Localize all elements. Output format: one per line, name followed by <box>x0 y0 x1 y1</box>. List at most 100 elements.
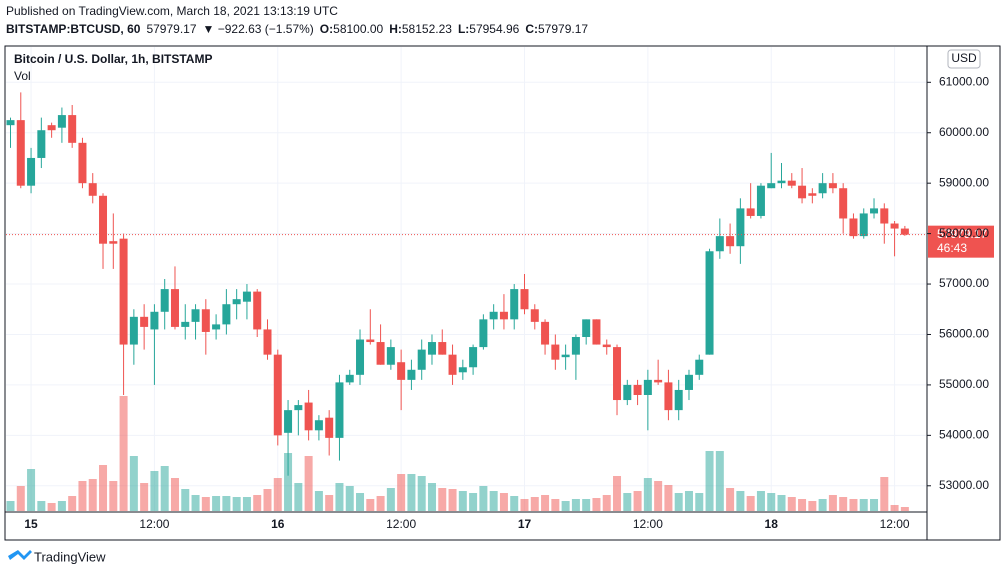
candle-body <box>140 316 149 327</box>
candle-body <box>304 402 313 431</box>
volume-bar <box>726 488 735 511</box>
volume-bar <box>828 495 837 511</box>
header-change: ▼ −922.63 (−1.57%) <box>203 22 314 36</box>
volume-bar <box>602 495 611 511</box>
candle-body <box>222 304 231 325</box>
volume-bar <box>88 479 97 511</box>
candle-body <box>808 193 817 196</box>
candle-body <box>592 319 601 345</box>
x-tick-label: 12:00 <box>880 517 910 531</box>
volume-bar <box>613 476 622 511</box>
volume-bar <box>787 497 796 511</box>
ohlc-key: L: <box>458 22 469 36</box>
volume-bar <box>170 478 179 511</box>
candle-body <box>664 382 673 411</box>
volume-bar <box>674 493 683 511</box>
candle-body <box>777 180 786 184</box>
volume-bar <box>705 451 714 511</box>
brand: TradingView <box>34 549 106 564</box>
y-tick-label: 58000.00 <box>939 226 989 240</box>
y-tick-label: 54000.00 <box>939 428 989 442</box>
x-tick-label: 12:00 <box>633 517 663 531</box>
candle-body <box>448 354 457 375</box>
volume-bar <box>664 485 673 511</box>
candle-body <box>212 324 221 330</box>
last-price-label: 57979.17 <box>937 227 987 241</box>
logo <box>8 550 32 560</box>
volume-bar <box>592 498 601 511</box>
candle-body <box>109 241 118 244</box>
candle-body <box>859 213 868 237</box>
y-tick-label: 56000.00 <box>939 327 989 341</box>
candle-body <box>746 208 755 216</box>
volume-bar <box>16 486 25 511</box>
volume-bar <box>900 507 909 511</box>
volume-bar <box>397 474 406 511</box>
volume-bar <box>356 493 365 511</box>
candle-body <box>397 362 406 380</box>
candle-body <box>201 309 210 332</box>
candle-body <box>314 420 323 431</box>
candle-body <box>561 354 570 358</box>
candle-body <box>273 354 282 436</box>
volume-bar <box>57 501 66 511</box>
volume-bar <box>438 488 447 511</box>
candle-body <box>253 291 262 330</box>
volume-bar <box>150 471 159 511</box>
volume-bar <box>345 486 354 511</box>
volume-bar <box>479 486 488 511</box>
candle-body <box>417 349 426 370</box>
volume-bar <box>232 497 241 511</box>
ohlc-value: 57954.96 <box>469 22 519 36</box>
candle-body <box>900 228 909 235</box>
currency-button[interactable] <box>947 49 981 69</box>
volume-bar <box>335 483 344 511</box>
candle-body <box>479 319 488 348</box>
volume-bar <box>756 491 765 511</box>
volume-bar <box>181 489 190 511</box>
volume-bar <box>582 499 591 511</box>
volume-bar <box>325 495 334 511</box>
volume-bar <box>386 488 395 511</box>
volume-bar <box>119 396 128 511</box>
ohlc-key: H: <box>389 22 402 36</box>
candle-body <box>57 115 66 128</box>
candle-body <box>602 344 611 348</box>
candle-body <box>684 374 693 390</box>
candle-body <box>499 311 508 320</box>
ohlc-value: 57979.17 <box>538 22 588 36</box>
candle-body <box>654 379 663 383</box>
candle-body <box>458 367 467 373</box>
y-tick-label: 59000.00 <box>939 175 989 189</box>
y-tick-label: 61000.00 <box>939 74 989 88</box>
candle-body <box>16 120 25 186</box>
candle-body <box>376 342 385 365</box>
volume-bar <box>109 481 118 511</box>
volume-bar <box>798 499 807 511</box>
candle-body <box>643 379 652 395</box>
x-tick-label: 18 <box>765 517 779 531</box>
candle-body <box>818 183 827 194</box>
candle-body <box>633 384 642 395</box>
candle-body <box>715 236 724 252</box>
volume-bar <box>304 456 313 511</box>
candle-body <box>181 321 190 327</box>
volume-bar <box>191 495 200 511</box>
candle-body <box>345 374 354 383</box>
volume-bar <box>160 466 169 511</box>
y-tick-label: 55000.00 <box>939 377 989 391</box>
candle-body <box>890 223 899 229</box>
volume-bar <box>623 493 632 511</box>
candle-body <box>541 321 550 345</box>
candle-body <box>284 410 293 433</box>
x-tick-label: 12:00 <box>139 517 169 531</box>
candle-body <box>366 339 375 343</box>
currency: USD <box>951 51 977 65</box>
candle-body <box>191 309 200 322</box>
volume-bar <box>571 499 580 511</box>
volume-bar <box>6 501 15 511</box>
y-tick-label: 53000.00 <box>939 478 989 492</box>
candle-body <box>787 180 796 186</box>
volume-bar <box>47 503 56 511</box>
volume-bar <box>469 493 478 511</box>
